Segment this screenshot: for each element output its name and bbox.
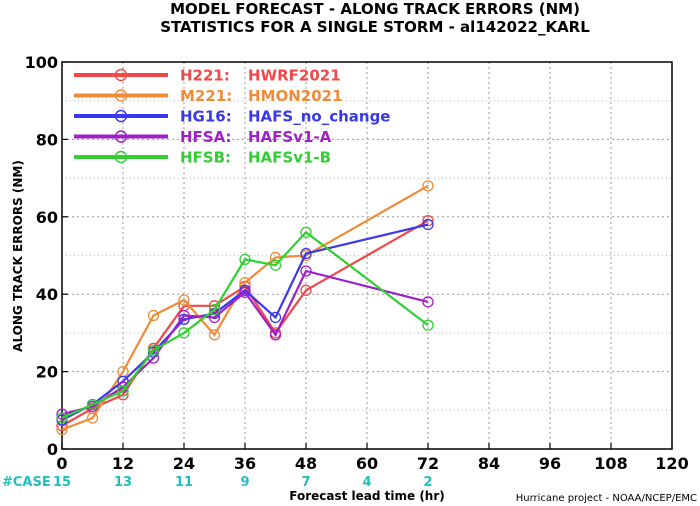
data-point [208, 311, 221, 324]
y-tick-label: 40 [36, 285, 58, 304]
legend-label: HAFS_no_change [248, 108, 390, 126]
data-point [56, 408, 68, 420]
data-point [422, 296, 434, 308]
legend-label: HAFSv1-A [248, 128, 332, 146]
legend-label: HWRF2021 [248, 67, 341, 85]
legend-label: HMON2021 [248, 87, 343, 105]
data-point [269, 251, 282, 264]
data-point [178, 313, 190, 326]
legend-marker [114, 150, 128, 164]
y-tick-label: 20 [36, 363, 58, 382]
data-point [56, 412, 68, 424]
legend: H221: HWRF2021 M221: HMON2021 HG16: HAFS_no_c… [74, 67, 390, 167]
series-layer [56, 180, 434, 436]
case-counts: #CASE 15 13 11 9 7 4 2 [2, 475, 433, 490]
case-count: 11 [175, 475, 193, 490]
x-tick-label: 84 [478, 454, 500, 473]
case-label: #CASE [2, 475, 51, 490]
case-count: 13 [114, 475, 132, 490]
chart-title-line-1: MODEL FORECAST - ALONG TRACK ERRORS (NM) [170, 0, 580, 18]
x-tick-label: 108 [594, 454, 627, 473]
legend-entry: HG16: HAFS_no_change [74, 108, 390, 126]
credit-text: Hurricane project - NOAA/NCEP/EMC [516, 493, 697, 504]
x-tick-label: 0 [56, 454, 67, 473]
data-point [422, 319, 434, 331]
case-count: 2 [423, 475, 432, 490]
x-tick-label: 24 [173, 454, 195, 473]
legend-marker [114, 130, 128, 143]
data-point [300, 247, 312, 260]
legend-name: HFSA: [180, 128, 232, 146]
case-count: 15 [53, 475, 71, 490]
case-count: 4 [362, 475, 371, 490]
data-point [300, 226, 312, 238]
x-axis-label: Forecast lead time (hr) [289, 489, 445, 503]
x-tick-label: 120 [655, 454, 688, 473]
y-tick-label: 80 [36, 130, 58, 149]
legend-name: HG16: [180, 108, 232, 126]
data-point [269, 259, 282, 271]
data-point [208, 329, 221, 341]
data-point [147, 309, 160, 322]
legend-marker [114, 89, 128, 102]
axis-ticks: 0 12 24 36 48 60 72 84 96 108 120 0 20 40 60 80 100 [25, 53, 689, 473]
data-point [300, 265, 312, 277]
data-point [56, 420, 68, 432]
data-point [86, 412, 99, 424]
data-point [239, 253, 251, 266]
case-count: 7 [301, 475, 310, 490]
x-tick-label: 96 [539, 454, 561, 473]
x-tick-label: 48 [295, 454, 317, 473]
data-point [269, 329, 282, 341]
legend-name: HFSB: [180, 149, 231, 167]
legend-marker [114, 109, 128, 123]
data-point [422, 218, 434, 231]
legend-label: HAFSv1-B [248, 149, 331, 167]
data-point [178, 294, 190, 306]
data-point [239, 286, 251, 298]
y-tick-label: 100 [25, 53, 58, 72]
series-line [61, 219, 429, 427]
series-hafsv1-b [56, 226, 434, 424]
x-tick-label: 36 [234, 454, 256, 473]
x-tick-label: 60 [356, 454, 378, 473]
y-tick-label: 0 [47, 440, 58, 459]
legend-entry: HFSA: HAFSv1-A [74, 128, 332, 146]
data-point [117, 385, 129, 397]
data-point [208, 304, 221, 316]
legend-entry: H221: HWRF2021 [74, 67, 341, 85]
data-point [300, 284, 312, 296]
y-axis-label: ALONG TRACK ERRORS (NM) [11, 160, 25, 352]
data-point [147, 344, 160, 356]
data-point [178, 327, 190, 339]
chart-title-line-2: STATISTICS FOR A SINGLE STORM - al142022… [160, 18, 590, 36]
legend-marker [114, 68, 128, 82]
x-tick-label: 72 [417, 454, 439, 473]
data-point [178, 309, 190, 322]
data-point [269, 311, 282, 324]
legend-entry: M221: HMON2021 [74, 87, 343, 105]
legend-name: M221: [180, 87, 232, 105]
series-line [61, 230, 429, 420]
legend-entry: HFSB: HAFSv1-B [74, 149, 331, 167]
y-tick-label: 60 [36, 208, 58, 227]
x-tick-label: 12 [112, 454, 134, 473]
case-count: 9 [240, 475, 249, 490]
data-point [422, 180, 434, 192]
data-point [86, 398, 99, 411]
legend-name: H221: [180, 67, 230, 85]
